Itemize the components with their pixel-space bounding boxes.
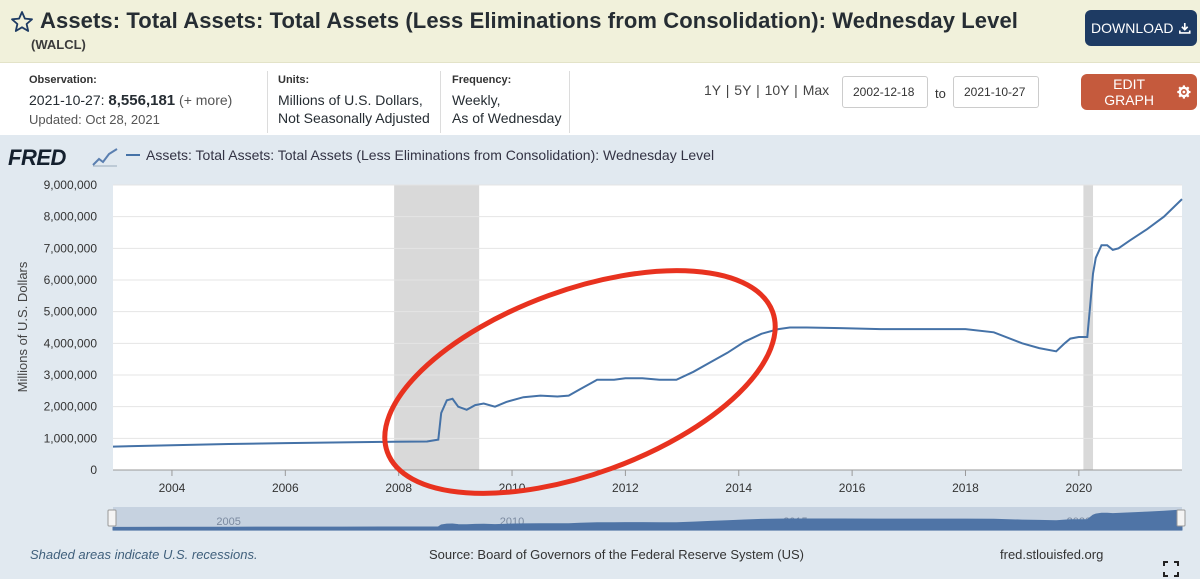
divider xyxy=(569,71,570,133)
navigator-series-area xyxy=(112,509,1183,531)
y-tick-label: 5,000,000 xyxy=(44,305,98,319)
x-tick-label: 2006 xyxy=(272,481,299,495)
meta-bar: Observation: 2021-10-27: 8,556,181 (+ mo… xyxy=(0,63,1200,135)
fullscreen-icon[interactable] xyxy=(1163,561,1179,577)
page-title: Assets: Total Assets: Total Assets (Less… xyxy=(40,8,1019,33)
range-separator: | xyxy=(794,82,798,98)
x-tick-label: 2008 xyxy=(385,481,412,495)
divider xyxy=(440,71,441,133)
x-tick-label: 2012 xyxy=(612,481,639,495)
units-block: Units: Millions of U.S. Dollars, Not Sea… xyxy=(278,71,430,127)
download-icon xyxy=(1179,23,1191,34)
y-tick-label: 8,000,000 xyxy=(44,210,98,224)
x-tick-label: 2018 xyxy=(952,481,979,495)
range-selector: 1Y | 5Y | 10Y | Max xyxy=(704,82,829,98)
chart-panel: 0 1,000,000 2,000,000 3,000,000 4,000,000 5,0… xyxy=(0,135,1200,579)
fred-logo-chart-icon xyxy=(92,148,118,167)
legend-label: Assets: Total Assets: Total Assets (Less… xyxy=(146,147,715,163)
observation-block: Observation: 2021-10-27: 8,556,181 (+ mo… xyxy=(29,71,232,129)
download-label: DOWNLOAD xyxy=(1091,20,1174,36)
star-outline-icon[interactable] xyxy=(10,10,34,34)
legend-swatch xyxy=(126,154,140,156)
x-tick-label: 2016 xyxy=(839,481,866,495)
gear-icon xyxy=(1177,85,1191,99)
frequency-label: Frequency: xyxy=(452,74,512,86)
frequency-block: Frequency: Weekly, As of Wednesday xyxy=(452,71,561,127)
range-1y[interactable]: 1Y xyxy=(704,82,721,98)
range-max[interactable]: Max xyxy=(802,82,830,98)
y-tick-label: 3,000,000 xyxy=(44,368,98,382)
recession-note: Shaded areas indicate U.S. recessions. xyxy=(30,547,258,562)
y-tick-label: 9,000,000 xyxy=(44,178,98,192)
x-tick-label: 2020 xyxy=(1065,481,1092,495)
y-tick-label: 6,000,000 xyxy=(44,273,98,287)
divider xyxy=(267,71,268,133)
series-id: (WALCL) xyxy=(31,37,86,52)
title-bar: Assets: Total Assets: Total Assets (Less… xyxy=(0,0,1200,63)
recession-band xyxy=(394,185,480,470)
y-tick-label: 0 xyxy=(90,463,97,477)
y-axis-label: Millions of U.S. Dollars xyxy=(15,261,30,392)
x-tick-label: 2014 xyxy=(725,481,752,495)
to-label: to xyxy=(935,86,946,101)
x-tick-label: 2004 xyxy=(159,481,186,495)
y-tick-label: 7,000,000 xyxy=(44,241,98,255)
edit-graph-button[interactable]: EDIT GRAPH xyxy=(1081,74,1197,110)
observation-date: 2021-10-27: xyxy=(29,92,105,108)
series-line xyxy=(112,198,1183,448)
start-date-input[interactable] xyxy=(842,76,928,108)
y-tick-label: 2,000,000 xyxy=(44,400,98,414)
y-tick-label: 1,000,000 xyxy=(44,431,98,445)
source-text: Source: Board of Governors of the Federa… xyxy=(429,547,804,562)
fred-logo: FRED xyxy=(8,145,66,170)
navigator-right-handle xyxy=(1176,509,1186,527)
units-line-2: Not Seasonally Adjusted xyxy=(278,110,430,126)
edit-graph-label: EDIT GRAPH xyxy=(1104,76,1154,108)
chart-legend: Assets: Total Assets: Total Assets (Less… xyxy=(126,147,714,163)
observation-more-link[interactable]: (+ more) xyxy=(179,92,233,108)
annotation-circle xyxy=(382,268,778,496)
units-label: Units: xyxy=(278,74,310,86)
units-line-1: Millions of U.S. Dollars, xyxy=(278,92,423,108)
chart-svg: 0 1,000,000 2,000,000 3,000,000 4,000,000 5,0… xyxy=(15,178,1186,531)
navigator-left-handle xyxy=(107,509,117,527)
range-separator: | xyxy=(756,82,760,98)
y-tick-label: 4,000,000 xyxy=(44,336,98,350)
frequency-line-1: Weekly, xyxy=(452,92,501,108)
updated-text: Updated: Oct 28, 2021 xyxy=(29,112,160,127)
observation-value: 8,556,181 xyxy=(108,92,176,109)
navigator-label: 2005 xyxy=(216,516,240,528)
plot-background xyxy=(113,185,1182,470)
range-5y[interactable]: 5Y xyxy=(734,82,752,98)
frequency-line-2: As of Wednesday xyxy=(452,110,562,126)
range-separator: | xyxy=(725,82,730,98)
site-link[interactable]: fred.stlouisfed.org xyxy=(1000,547,1104,562)
download-button[interactable]: DOWNLOAD xyxy=(1085,10,1197,46)
end-date-input[interactable] xyxy=(953,76,1039,108)
range-10y[interactable]: 10Y xyxy=(764,82,790,98)
observation-label: Observation: xyxy=(29,74,97,86)
